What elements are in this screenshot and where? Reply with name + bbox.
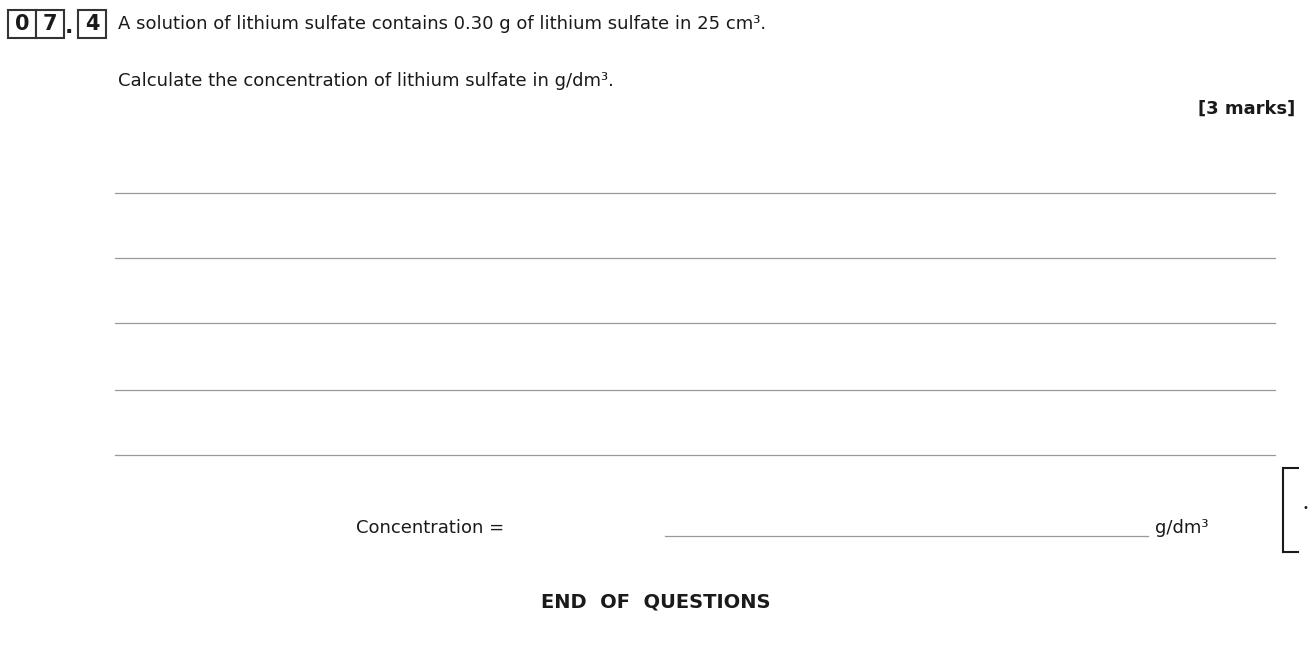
Text: Concentration =: Concentration = [356,519,504,537]
Text: 0: 0 [14,14,29,34]
Text: g/dm³: g/dm³ [1155,519,1208,537]
Text: [3 marks]: [3 marks] [1198,100,1295,118]
Text: A solution of lithium sulfate contains 0.30 g of lithium sulfate in 25 cm³.: A solution of lithium sulfate contains 0… [118,15,766,33]
Text: •: • [1302,503,1308,513]
Text: Calculate the concentration of lithium sulfate in g/dm³.: Calculate the concentration of lithium s… [118,72,614,90]
Text: 7: 7 [43,14,58,34]
FancyBboxPatch shape [35,10,64,38]
FancyBboxPatch shape [8,10,35,38]
FancyBboxPatch shape [77,10,106,38]
Text: .: . [64,17,73,37]
Text: END  OF  QUESTIONS: END OF QUESTIONS [542,593,770,611]
Text: 4: 4 [85,14,100,34]
